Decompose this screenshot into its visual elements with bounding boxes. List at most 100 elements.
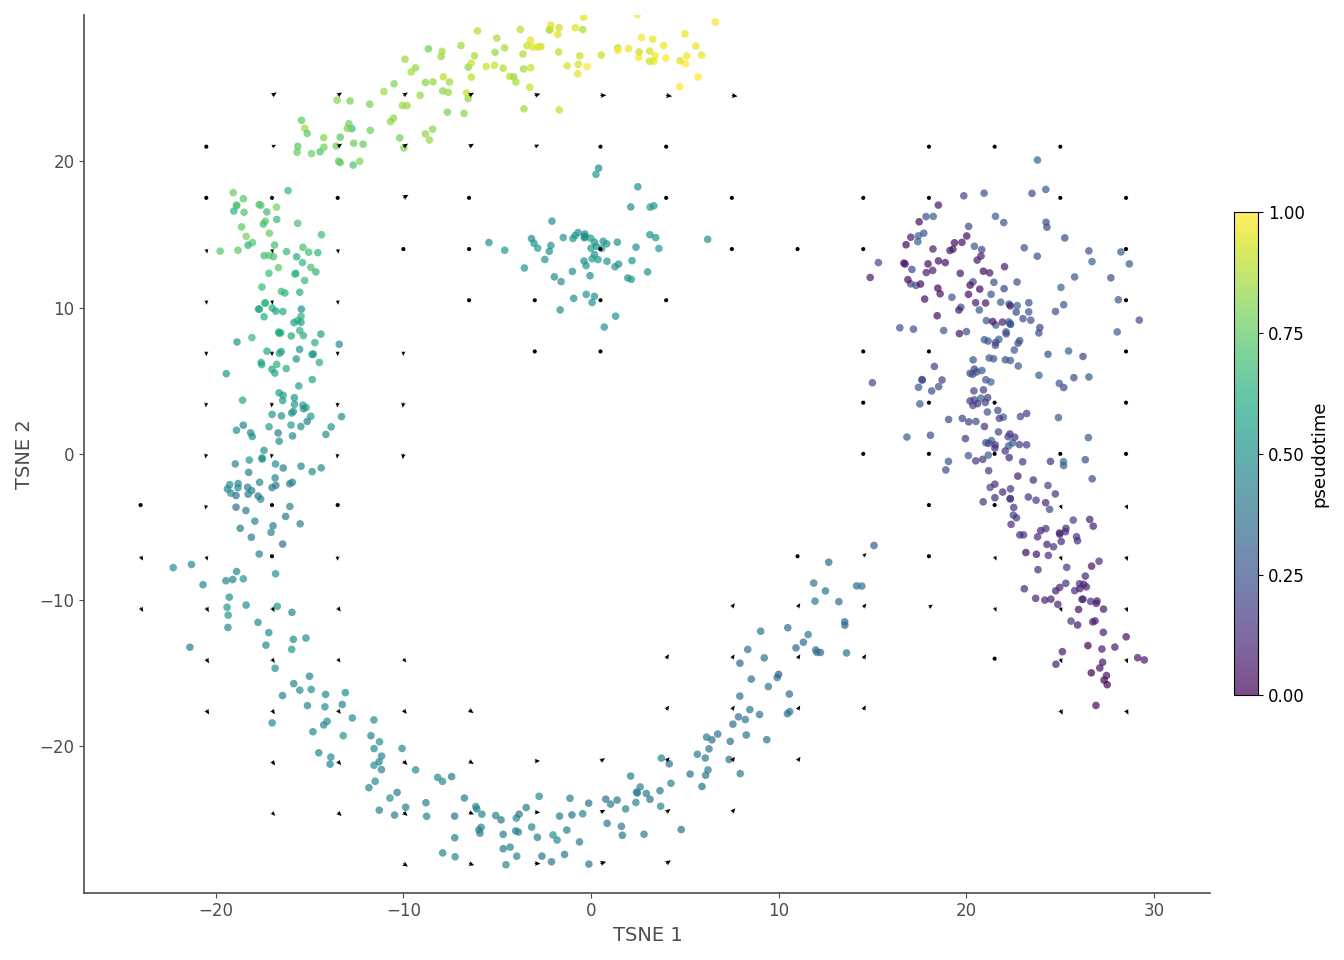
- Point: [445, 849, 466, 864]
- Point: [949, 266, 970, 281]
- Point: [718, 752, 739, 767]
- Point: [1055, 576, 1077, 591]
- Point: [919, 427, 941, 443]
- Point: [261, 525, 282, 540]
- Point: [1025, 492, 1047, 508]
- Point: [1020, 313, 1042, 328]
- Point: [973, 419, 995, 434]
- Point: [540, 17, 562, 33]
- Point: [540, 854, 562, 870]
- Point: [845, 578, 867, 593]
- Point: [227, 480, 249, 495]
- Point: [739, 702, 761, 717]
- Point: [352, 136, 374, 152]
- Point: [629, 780, 650, 795]
- Point: [991, 295, 1012, 310]
- Point: [754, 650, 775, 665]
- Point: [265, 478, 286, 493]
- Point: [895, 237, 917, 252]
- Point: [297, 698, 319, 713]
- Point: [1005, 304, 1027, 320]
- Point: [640, 200, 661, 215]
- Point: [1000, 353, 1021, 369]
- Point: [226, 334, 247, 349]
- Point: [581, 241, 602, 256]
- Point: [258, 266, 280, 281]
- Point: [512, 46, 534, 61]
- Point: [1013, 240, 1035, 255]
- Point: [249, 197, 270, 212]
- Point: [1035, 215, 1056, 230]
- Point: [1000, 316, 1021, 331]
- Point: [294, 273, 316, 288]
- Point: [896, 272, 918, 287]
- Point: [337, 121, 359, 136]
- Point: [364, 774, 386, 789]
- X-axis label: TSNE 1: TSNE 1: [613, 926, 683, 945]
- Point: [988, 424, 1009, 440]
- Point: [231, 393, 253, 408]
- Point: [280, 499, 301, 515]
- Point: [992, 315, 1013, 330]
- Point: [237, 480, 258, 495]
- Point: [297, 414, 319, 429]
- Point: [251, 357, 273, 372]
- Point: [163, 560, 184, 575]
- Point: [539, 22, 560, 37]
- Point: [1001, 435, 1023, 450]
- Point: [962, 275, 984, 290]
- Point: [993, 215, 1015, 230]
- Point: [1079, 593, 1101, 609]
- Point: [1067, 602, 1089, 617]
- Point: [645, 48, 667, 63]
- Point: [999, 297, 1020, 312]
- Point: [254, 213, 276, 228]
- Point: [735, 712, 757, 728]
- Point: [457, 91, 478, 107]
- Point: [1107, 292, 1129, 307]
- Point: [1008, 335, 1030, 350]
- Point: [900, 276, 922, 292]
- Point: [1081, 665, 1102, 681]
- Point: [245, 514, 266, 529]
- Point: [542, 213, 563, 228]
- Point: [579, 230, 601, 246]
- Point: [952, 234, 973, 250]
- Point: [973, 185, 995, 201]
- Point: [942, 242, 964, 257]
- Point: [907, 234, 929, 250]
- Point: [531, 849, 552, 864]
- Point: [405, 762, 426, 778]
- Point: [691, 47, 712, 62]
- Point: [1110, 244, 1132, 259]
- Point: [597, 816, 618, 831]
- Point: [1068, 576, 1090, 591]
- Point: [583, 289, 605, 304]
- Point: [1060, 613, 1082, 629]
- Point: [907, 228, 929, 244]
- Point: [239, 452, 261, 468]
- Point: [249, 546, 270, 562]
- Point: [977, 390, 999, 405]
- Point: [261, 362, 282, 377]
- Point: [1126, 650, 1148, 665]
- Point: [286, 249, 308, 264]
- Point: [755, 732, 777, 747]
- Point: [965, 453, 986, 468]
- Point: [293, 401, 314, 417]
- Point: [1039, 502, 1060, 517]
- Point: [1079, 512, 1101, 527]
- Point: [578, 796, 599, 811]
- Point: [1048, 410, 1070, 425]
- Point: [241, 330, 262, 346]
- Point: [492, 827, 513, 842]
- Point: [380, 114, 402, 130]
- Point: [985, 338, 1007, 353]
- Point: [902, 262, 923, 277]
- Point: [257, 204, 278, 220]
- Point: [1066, 529, 1087, 544]
- Point: [562, 807, 583, 823]
- Point: [269, 325, 290, 341]
- Point: [640, 792, 661, 807]
- Point: [241, 483, 262, 498]
